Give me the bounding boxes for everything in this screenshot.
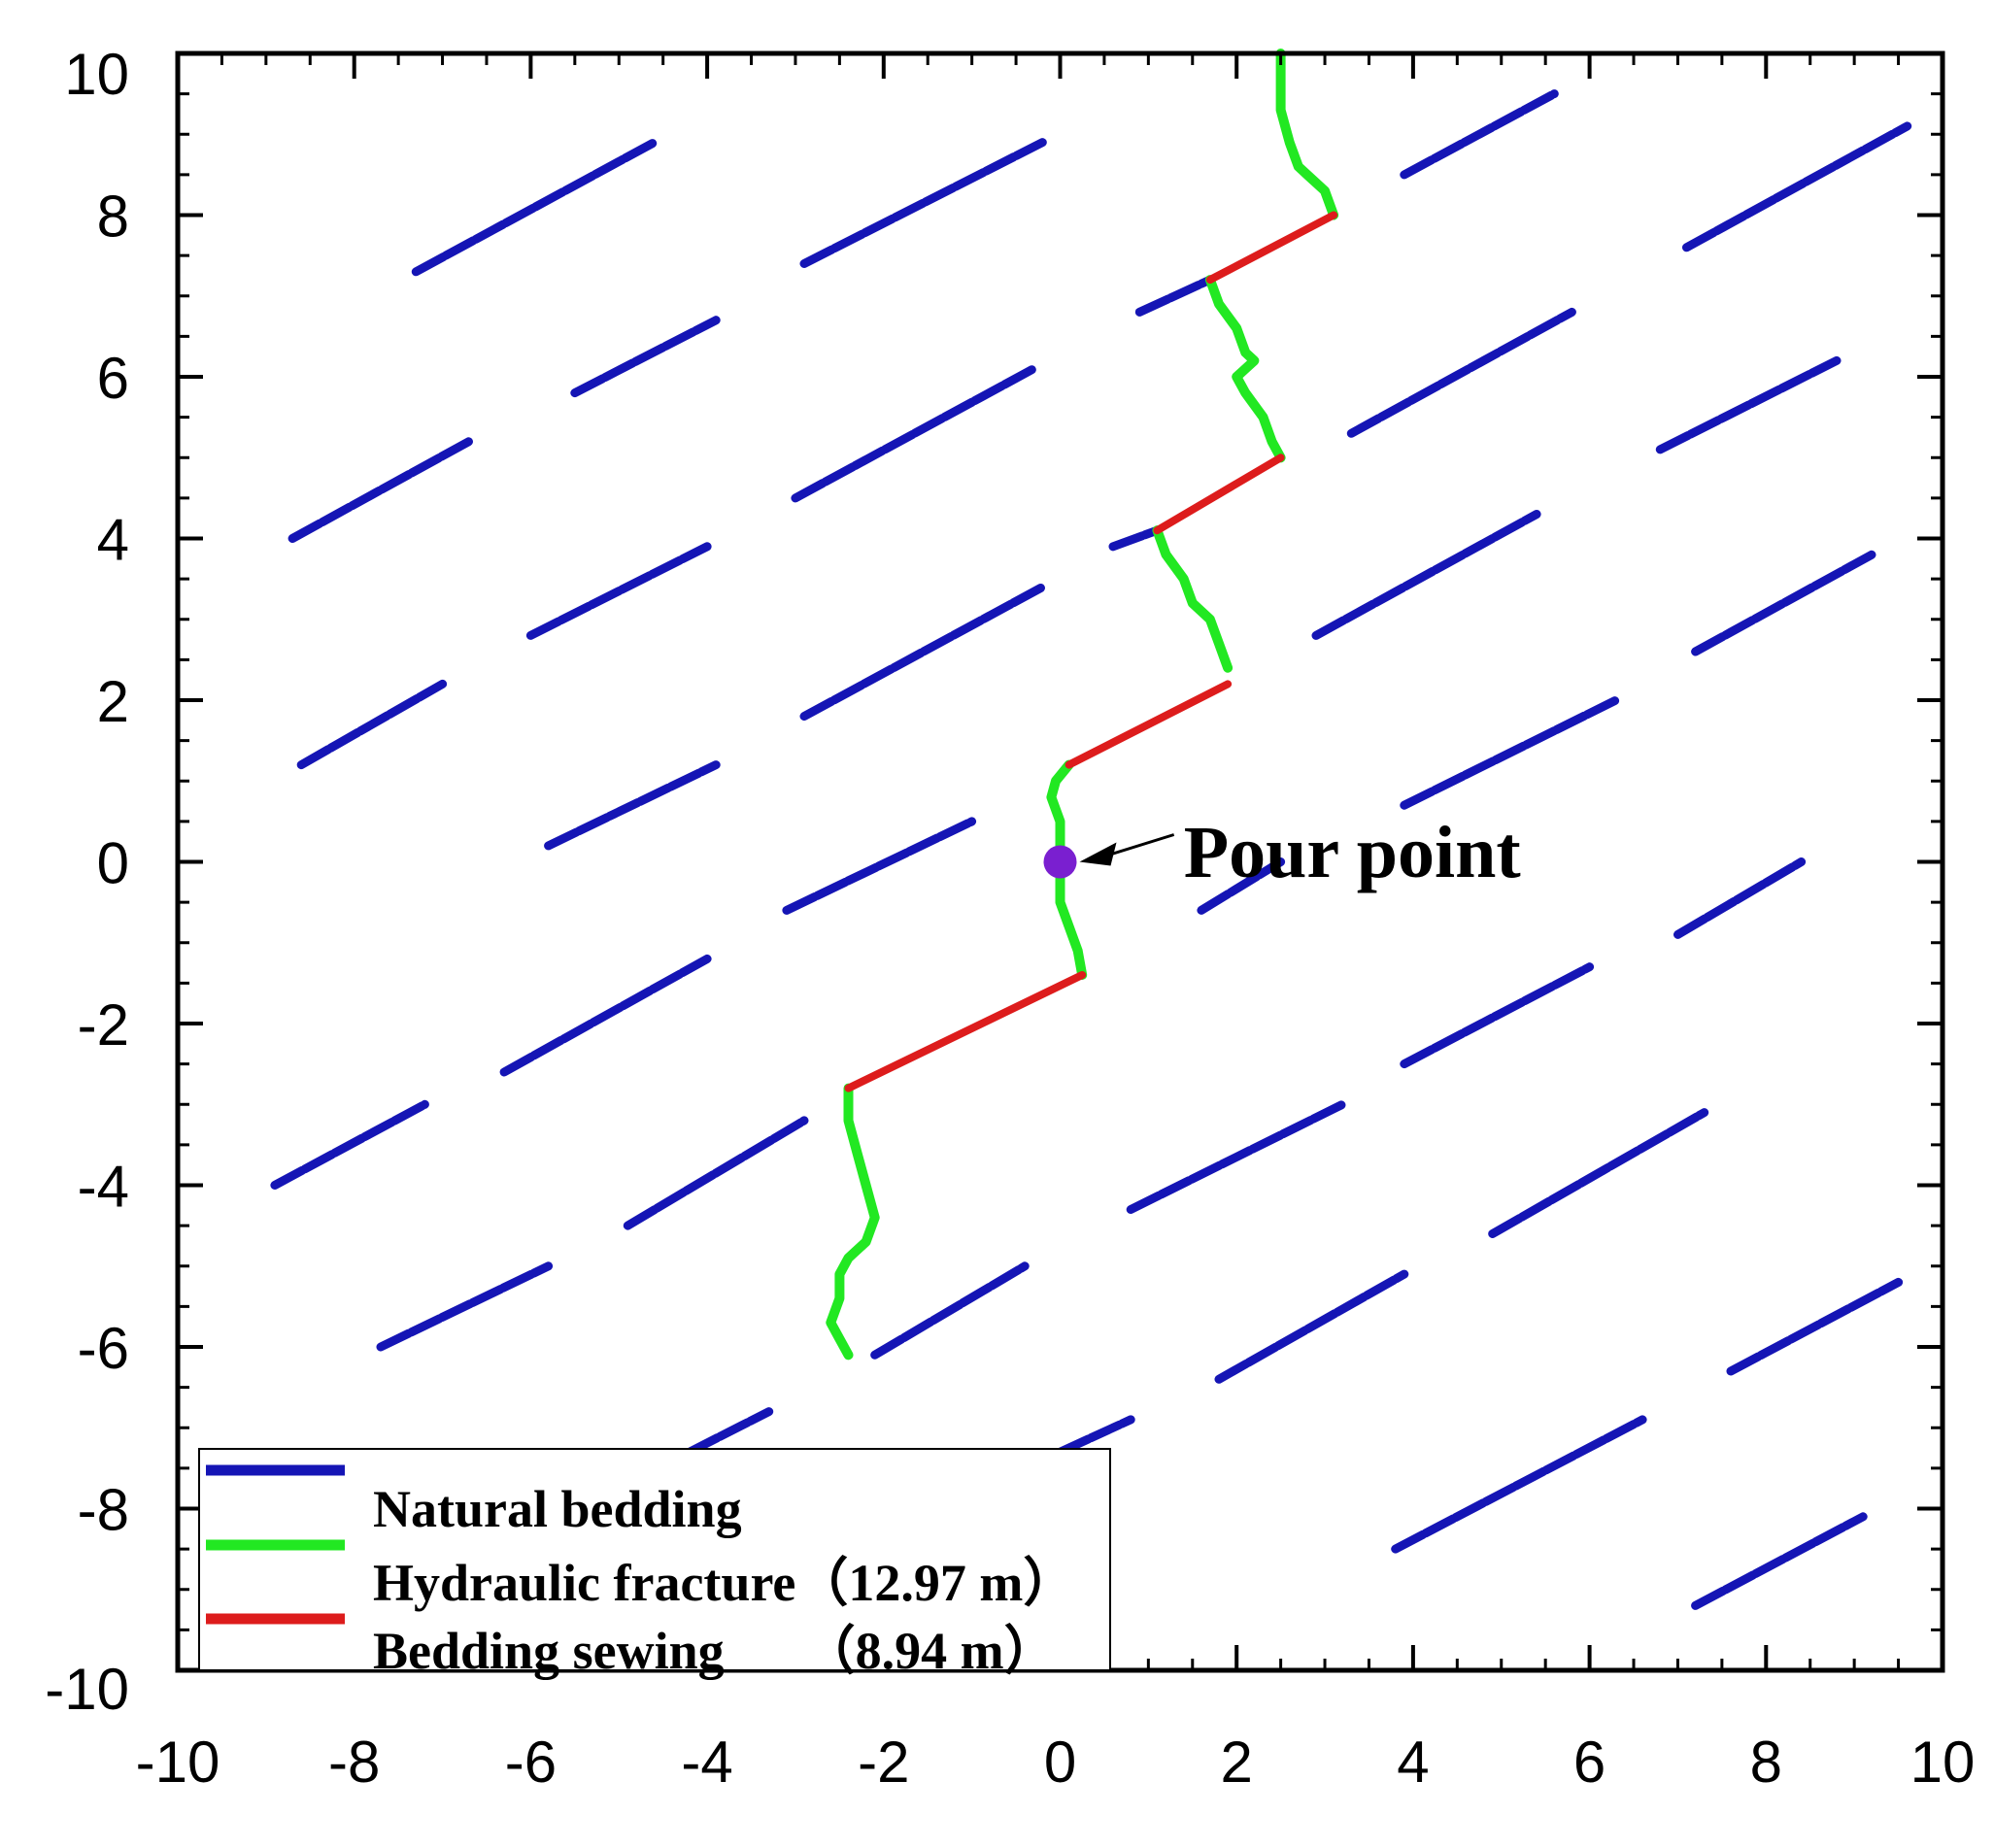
natural-bedding-segment: [1108, 525, 1162, 552]
y-tick-label: 6: [97, 346, 129, 411]
y-tick-label: -10: [45, 1657, 129, 1722]
natural-bedding-segment: [499, 954, 712, 1077]
x-tick-label: 4: [1397, 1730, 1429, 1795]
hydraulic-fracture-segment: [1152, 525, 1234, 673]
x-tick-label: 2: [1221, 1730, 1253, 1795]
hydraulic-fracture-segment: [1275, 49, 1339, 220]
natural-bedding-segment: [1655, 355, 1842, 454]
natural-bedding-segment: [544, 760, 721, 851]
legend: Natural bedding Hydraulic fracture（12.97…: [198, 1448, 1111, 1680]
x-tick-label: -4: [681, 1730, 732, 1795]
natural-bedding-segment: [799, 138, 1047, 268]
natural-bedding-segment: [570, 316, 721, 398]
x-tick-label: 0: [1044, 1730, 1076, 1795]
pour-point-arrowhead: [1079, 842, 1117, 866]
x-tick-label: 6: [1573, 1730, 1605, 1795]
series-layer: [270, 49, 1912, 1610]
natural-bedding-segment: [270, 1099, 429, 1190]
legend-label-bedding-sewing: Bedding sewing （8.94 m）: [373, 1622, 1057, 1680]
natural-bedding-segment: [376, 1261, 554, 1352]
natural-bedding-segment: [1126, 1099, 1347, 1214]
bedding-sewing-segment: [1205, 211, 1338, 285]
natural-bedding-segment: [1400, 695, 1621, 810]
x-tick-labels: -10 -8 -6 -4 -2 0 2 4 6 8 10: [136, 1730, 1976, 1795]
y-tick-labels: 10 8 6 4 2 0 -2 -4 -6 -8 -10: [45, 42, 129, 1722]
natural-bedding-segment: [870, 1261, 1030, 1360]
y-tick-label: 4: [97, 508, 129, 573]
natural-bedding-segment: [1673, 857, 1807, 939]
natural-bedding-segment: [1400, 962, 1595, 1069]
natural-bedding-segment: [1691, 550, 1876, 656]
natural-bedding-segment: [525, 542, 712, 640]
x-tick-label: 8: [1750, 1730, 1782, 1795]
y-tick-label: 0: [97, 831, 129, 896]
natural-bedding-segment: [1682, 121, 1912, 252]
natural-bedding-segment: [1488, 1108, 1709, 1238]
natural-bedding-segment: [1214, 1269, 1409, 1384]
natural-bedding-segment: [1346, 307, 1576, 438]
annotation-layer: Pour point: [1043, 812, 1521, 893]
hydraulic-fracture-segment: [826, 1083, 880, 1361]
x-tick-label: -6: [505, 1730, 557, 1795]
pour-point-marker: [1043, 845, 1077, 879]
legend-box: [198, 1448, 1111, 1671]
y-tick-label: 2: [97, 669, 129, 734]
hydraulic-fracture-segment: [1204, 275, 1286, 463]
y-tick-label: -6: [78, 1316, 129, 1381]
natural-bedding-segment: [1391, 1415, 1647, 1554]
x-tick-label: -10: [136, 1730, 220, 1795]
plot-area: Pour point: [270, 49, 1912, 1610]
natural-bedding-segment: [1056, 1415, 1135, 1457]
x-tick-label: -8: [328, 1730, 380, 1795]
natural-bedding-segment: [782, 817, 977, 915]
bedding-sewing-segment: [1065, 680, 1233, 769]
natural-bedding-segment: [1726, 1277, 1904, 1376]
y-tick-label: 8: [97, 185, 129, 250]
x-tick-label: -2: [858, 1730, 909, 1795]
natural-bedding-segment: [1134, 275, 1215, 317]
y-tick-label: -2: [78, 992, 129, 1058]
legend-label-natural-bedding: Natural bedding: [373, 1480, 742, 1538]
natural-bedding-segment: [296, 679, 448, 770]
natural-bedding-segment: [1691, 1512, 1868, 1610]
natural-bedding-segment: [799, 583, 1047, 722]
bedding-sewing-segment: [1153, 454, 1285, 535]
natural-bedding-segment: [411, 138, 659, 277]
x-tick-label: 10: [1910, 1730, 1976, 1795]
natural-bedding-segment: [287, 437, 474, 543]
natural-bedding-segment: [1311, 510, 1541, 640]
y-tick-label: -8: [78, 1478, 129, 1543]
natural-bedding-segment: [1400, 89, 1559, 180]
natural-bedding-segment: [1197, 857, 1286, 915]
natural-bedding-segment: [623, 1116, 809, 1230]
legend-label-hydraulic-fracture: Hydraulic fracture（12.97 m）: [373, 1554, 1075, 1612]
natural-bedding-segment: [791, 364, 1038, 503]
y-tick-label: 10: [64, 42, 129, 107]
natural-bedding-segment: [685, 1407, 774, 1457]
pour-point-label: Pour point: [1184, 812, 1521, 893]
bedding-sewing-segment: [844, 971, 1087, 1092]
y-tick-label: -4: [78, 1155, 129, 1220]
